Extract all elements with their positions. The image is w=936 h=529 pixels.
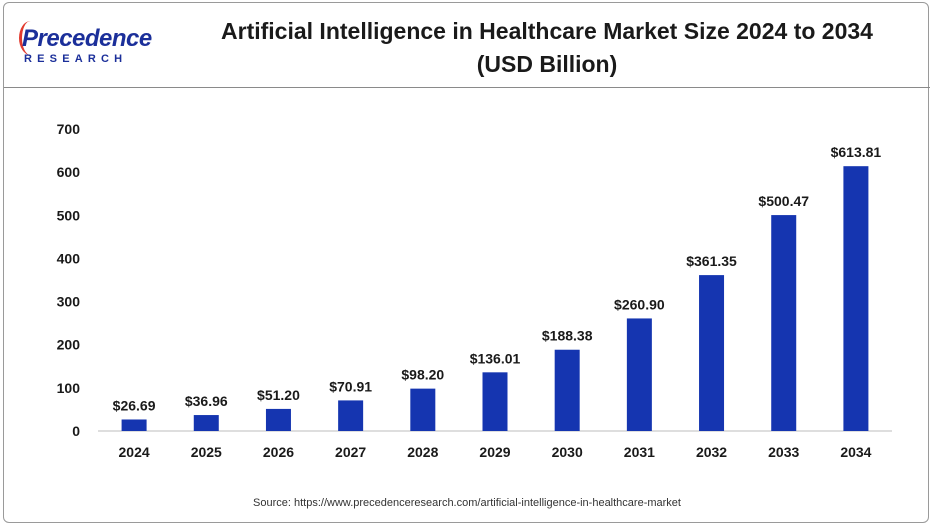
bar (410, 388, 436, 431)
y-tick-label: 200 (57, 337, 81, 353)
data-label: $500.47 (758, 193, 809, 209)
logo-name: Precedence (22, 25, 152, 52)
data-label: $51.20 (257, 387, 300, 403)
chart-frame: Precedence RESEARCH Artificial Intellige… (3, 2, 930, 523)
y-tick-label: 100 (57, 380, 81, 396)
chart-title-line2: (USD Billion) (476, 51, 618, 77)
data-label: $98.20 (401, 367, 444, 383)
y-tick-label: 0 (72, 423, 80, 439)
y-tick-label: 500 (57, 207, 81, 223)
x-tick-label: 2026 (263, 444, 294, 460)
bar (265, 408, 291, 431)
x-tick-label: 2029 (479, 444, 510, 460)
data-label: $188.38 (542, 328, 593, 344)
bar (193, 415, 219, 431)
chart-title-line1: Artificial Intelligence in Healthcare Ma… (221, 18, 873, 44)
bar-chart: 0 100 200 300 400 500 600 700 $26.69 2024 $36.96 20… (57, 121, 892, 460)
logo-swoosh-icon (19, 21, 42, 55)
y-tick-label: 300 (57, 294, 81, 310)
y-tick-label: 400 (57, 250, 81, 266)
x-tick-label: 2030 (552, 444, 583, 460)
y-tick-label: 600 (57, 164, 81, 180)
bar (482, 372, 508, 431)
x-tick-label: 2028 (407, 444, 438, 460)
x-tick-label: 2034 (840, 444, 871, 460)
bar (771, 215, 797, 431)
x-tick-label: 2032 (696, 444, 727, 460)
x-tick-label: 2025 (191, 444, 222, 460)
bar (338, 400, 364, 431)
bar (121, 419, 147, 431)
chart-title: Artificial Intelligence in Healthcare Ma… (164, 15, 930, 81)
bar (554, 349, 580, 431)
data-label: $70.91 (329, 378, 372, 394)
data-label: $361.35 (686, 253, 737, 269)
x-tick-label: 2027 (335, 444, 366, 460)
data-label: $136.01 (470, 350, 521, 366)
logo-subtitle: RESEARCH (24, 53, 128, 65)
bar (699, 275, 725, 431)
header: Precedence RESEARCH Artificial Intellige… (4, 3, 930, 88)
y-tick-label: 700 (57, 121, 81, 137)
bar (843, 166, 869, 432)
data-label: $26.69 (113, 397, 156, 413)
bar (626, 318, 652, 431)
precedence-research-logo: Precedence RESEARCH (19, 21, 172, 69)
data-label: $260.90 (614, 296, 665, 312)
source-note: Source: https://www.precedenceresearch.c… (253, 497, 681, 509)
data-label: $36.96 (185, 393, 228, 409)
data-label: $613.81 (831, 144, 882, 160)
x-tick-label: 2031 (624, 444, 655, 460)
x-tick-label: 2024 (119, 444, 150, 460)
x-tick-label: 2033 (768, 444, 799, 460)
